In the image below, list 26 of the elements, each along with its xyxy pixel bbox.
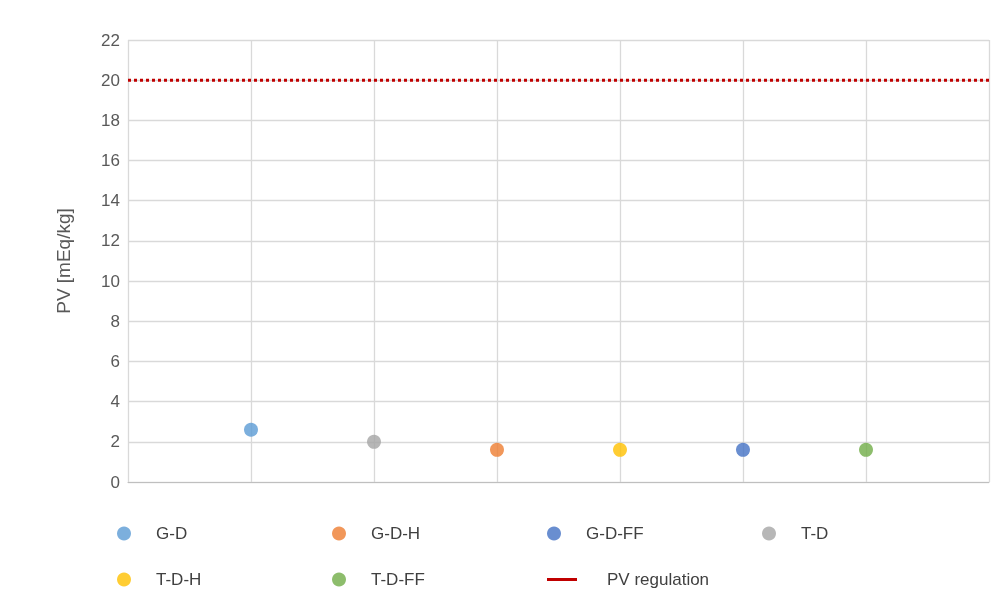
point xyxy=(859,442,873,457)
y-tick-label: 8 xyxy=(110,311,120,331)
y-tick-label: 22 xyxy=(101,30,120,50)
y-axis-title: PV [mEq/kg] xyxy=(53,208,74,314)
y-tick-label: 0 xyxy=(110,472,120,492)
y-tick-label: 18 xyxy=(101,110,120,130)
legend-label: G-D xyxy=(156,524,188,543)
point xyxy=(736,442,750,457)
point xyxy=(613,442,627,457)
y-tick-label: 14 xyxy=(101,191,120,211)
legend-label: T-D-H xyxy=(156,570,202,589)
y-tick-label: 10 xyxy=(101,271,120,291)
y-tick-label: 2 xyxy=(110,432,120,452)
legend-label: T-D-FF xyxy=(371,570,425,589)
legend-label: G-D-FF xyxy=(586,524,644,543)
point xyxy=(244,422,258,437)
legend-label: G-D-H xyxy=(371,524,421,543)
y-tick-label: 16 xyxy=(101,151,120,171)
legend-label: T-D xyxy=(801,524,829,543)
y-tick-label: 20 xyxy=(101,70,120,90)
y-tick-label: 12 xyxy=(101,231,120,251)
y-tick-label: 4 xyxy=(110,392,120,412)
y-tick-label: 6 xyxy=(110,351,120,371)
point xyxy=(490,442,504,457)
point xyxy=(367,434,381,449)
legend-label: PV regulation xyxy=(607,570,710,589)
